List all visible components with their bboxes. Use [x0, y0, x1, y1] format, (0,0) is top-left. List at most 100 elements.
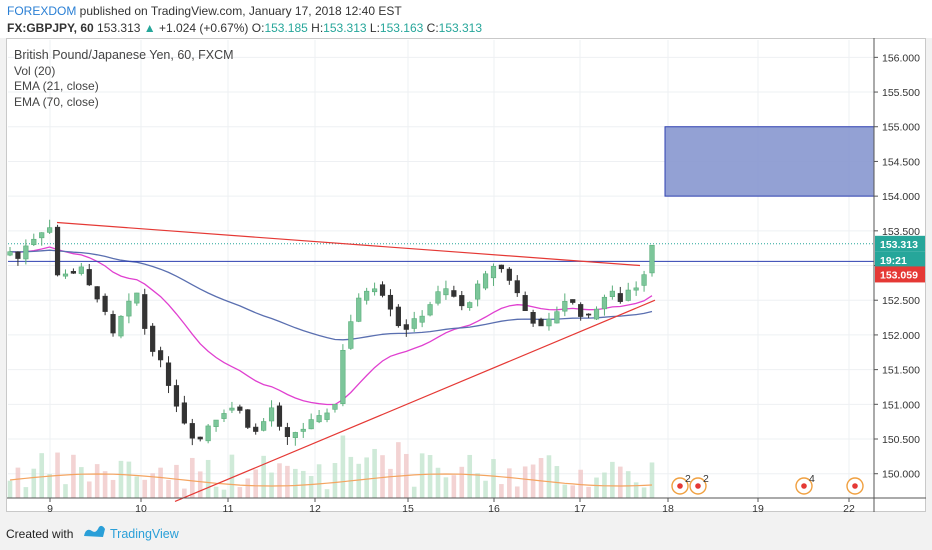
- event-dot: [677, 483, 683, 489]
- volume-bar: [332, 463, 338, 498]
- time-tick-label: 19: [752, 503, 764, 512]
- candle-body: [578, 304, 584, 317]
- volume-bar: [189, 457, 195, 498]
- volume-bar: [610, 461, 615, 498]
- price-tick-label: 155.000: [882, 122, 920, 134]
- candle-body: [7, 251, 13, 256]
- volume-bar: [562, 484, 568, 498]
- countdown-label-bg: [875, 251, 925, 268]
- ema70-line: [9, 249, 653, 341]
- candle-body: [475, 283, 481, 300]
- price-tick-label: 156.000: [882, 52, 920, 64]
- price-tick-label: 151.000: [882, 399, 920, 411]
- volume-bar: [166, 479, 171, 498]
- price-tick-label: 150.500: [882, 434, 920, 446]
- volume-bar: [39, 453, 45, 498]
- low-label: L:: [369, 21, 380, 35]
- volume-bar: [71, 454, 76, 498]
- legend-ema70[interactable]: EMA (70, close): [14, 94, 99, 109]
- candle-body: [102, 295, 108, 312]
- volume-bar: [546, 455, 552, 498]
- candle-body: [142, 294, 148, 329]
- publish-line: FOREXDOM published on TradingView.com, J…: [7, 4, 402, 18]
- volume-bar: [150, 473, 155, 498]
- volume-bar: [79, 467, 84, 498]
- candle-body: [229, 407, 235, 411]
- candle-body: [498, 264, 505, 270]
- candle-body: [47, 227, 53, 233]
- candle-body: [490, 266, 497, 279]
- tradingview-logo-icon[interactable]: [82, 523, 106, 541]
- candle-body: [23, 245, 29, 260]
- target-zone-box: [664, 126, 875, 197]
- candle-body: [150, 325, 156, 352]
- volume-bar: [435, 467, 441, 498]
- candle-body: [364, 290, 370, 301]
- price-tick-label: 155.500: [882, 87, 920, 99]
- candle-body: [126, 300, 132, 317]
- candle-body: [356, 297, 362, 322]
- event-dot: [801, 483, 807, 489]
- candle-body: [482, 273, 489, 289]
- candle-body: [189, 423, 195, 439]
- volume-bar: [316, 464, 322, 498]
- event-dot: [852, 483, 858, 489]
- volume-bar: [578, 469, 583, 498]
- volume-bar: [182, 488, 187, 498]
- last-price-label: 153.313: [880, 239, 918, 251]
- time-tick-label: 10: [135, 503, 147, 512]
- level-price-label: 153.059: [880, 269, 918, 281]
- time-tick-label: 17: [574, 503, 586, 512]
- volume-bar: [174, 464, 179, 498]
- candle-body: [213, 419, 219, 427]
- volume-bar: [419, 453, 425, 498]
- publish-header: FOREXDOM published on TradingView.com, J…: [0, 0, 932, 38]
- candle-body: [15, 251, 21, 259]
- candle-body: [308, 419, 314, 430]
- candle-body: [292, 432, 298, 438]
- last-price-label-bg: [875, 235, 925, 252]
- volume-bar: [261, 455, 266, 498]
- volume-bar: [102, 471, 108, 498]
- candle-body: [118, 315, 124, 337]
- time-tick-label: 11: [223, 503, 234, 512]
- legend-ema21[interactable]: EMA (21, close): [14, 79, 99, 93]
- author-link[interactable]: FOREXDOM: [7, 4, 77, 18]
- volume-bars: [7, 435, 655, 498]
- volume-bar: [197, 471, 203, 498]
- candle-body: [609, 290, 615, 297]
- candle-body: [62, 273, 69, 277]
- volume-bar: [340, 435, 346, 498]
- volume-bar: [514, 486, 520, 498]
- upper-trendline: [56, 221, 641, 267]
- volume-bar: [586, 486, 591, 498]
- candle-body: [522, 295, 528, 312]
- volume-bar: [118, 460, 124, 498]
- candle-body: [205, 425, 211, 442]
- volume-bar: [293, 468, 298, 498]
- candle-body: [181, 402, 187, 424]
- candle-body: [70, 271, 77, 274]
- volume-bar: [158, 467, 163, 498]
- price-tick-label: 151.500: [882, 365, 920, 377]
- tradingview-brand[interactable]: TradingView: [110, 527, 179, 541]
- volume-bar: [94, 464, 100, 498]
- candle-body: [300, 428, 306, 432]
- price-chart[interactable]: 156.000 155.500 155.000 154.500 154.000 153.5…: [0, 38, 932, 512]
- volume-bar: [253, 469, 259, 498]
- volume-bar: [594, 477, 599, 498]
- volume-bar: [205, 459, 211, 498]
- candle-body: [514, 280, 520, 294]
- candle-body: [593, 308, 600, 320]
- candle-body: [554, 311, 560, 324]
- volume-bar: [356, 463, 362, 498]
- volume-bar: [411, 486, 417, 498]
- candle-body: [54, 226, 61, 276]
- volume-bar: [324, 489, 330, 498]
- volume-bar: [570, 485, 576, 498]
- volume-bar: [641, 487, 647, 498]
- price-tick-label: 154.500: [882, 156, 920, 168]
- volume-bar: [245, 478, 251, 498]
- legend-vol[interactable]: Vol (20): [14, 63, 56, 78]
- volume-bar: [451, 475, 457, 498]
